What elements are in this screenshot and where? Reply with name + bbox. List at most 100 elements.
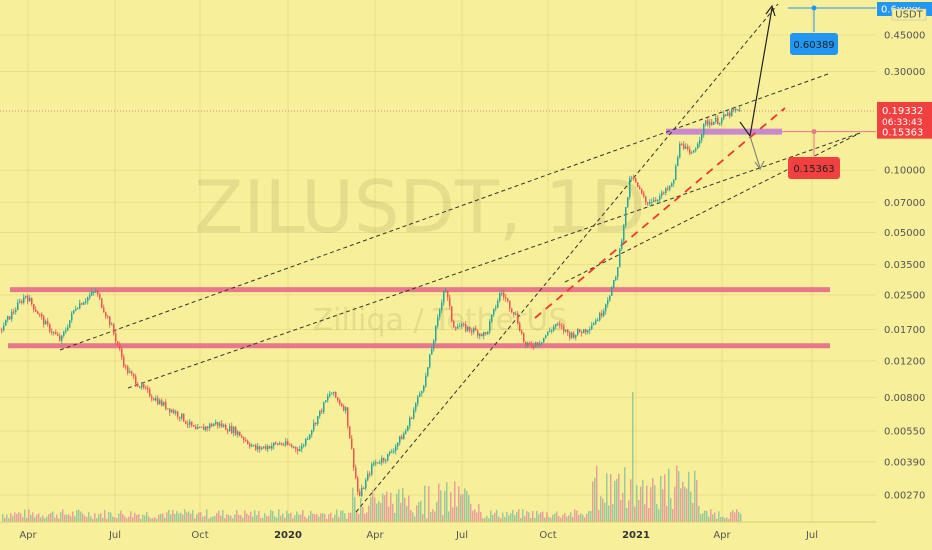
candle-body [143, 384, 145, 388]
volume-bar [384, 495, 386, 522]
y-tick-label: 0.10000 [884, 166, 925, 177]
candle-body [493, 308, 495, 315]
x-tick-label: Oct [539, 530, 556, 541]
candle-body [199, 426, 201, 428]
volume-bar [694, 470, 696, 522]
candle-body [187, 423, 189, 425]
candle-body [65, 330, 67, 333]
candle-body [263, 446, 265, 448]
price-axis-panel [876, 0, 932, 550]
candle-body [79, 303, 81, 309]
candle-body [235, 427, 237, 435]
candle-body [729, 112, 731, 116]
volume-bar [248, 515, 250, 522]
candle-body [437, 317, 439, 327]
y-tick-label: 0.00390 [884, 457, 925, 468]
volume-bar [36, 514, 38, 522]
candle-body [375, 462, 377, 464]
volume-bar [236, 509, 238, 522]
candle-body [221, 423, 223, 427]
volume-bar [338, 517, 340, 522]
candle-body [313, 422, 315, 431]
volume-bar [180, 512, 182, 522]
volume-bar [596, 465, 598, 522]
candle-body [519, 323, 521, 332]
volume-bar [512, 509, 514, 522]
candle-body [291, 445, 293, 447]
volume-bar [166, 512, 168, 522]
volume-bar [720, 517, 722, 522]
volume-bar [616, 479, 618, 522]
candle-body [659, 196, 661, 201]
volume-bar [238, 514, 240, 522]
candle-body [403, 433, 405, 440]
volume-bar [602, 498, 604, 522]
volume-bar [472, 510, 474, 522]
candle-body [183, 413, 185, 422]
candle-body [457, 326, 459, 329]
candle-body [11, 311, 13, 320]
volume-bar [498, 516, 500, 522]
candle-body [527, 342, 529, 346]
candle-body [633, 177, 635, 179]
candle-body [41, 314, 43, 317]
price-badges: 0.603890.153630.6xxxxUSDT0.1933206:33:43… [788, 2, 932, 179]
time-axis[interactable]: Apr Jul Oct 2020 Apr Jul Oct 2021 Apr Jul [0, 521, 876, 541]
volume-bar [372, 489, 374, 522]
volume-bar [176, 511, 178, 522]
volume-bar [362, 506, 364, 522]
candle-body [615, 277, 617, 280]
support-price-value: 0.15363 [882, 128, 923, 139]
volume-bar [534, 517, 536, 522]
candle-body [427, 367, 429, 376]
volume-bar [112, 516, 114, 522]
volume-bar [732, 510, 734, 522]
candle-body [91, 292, 93, 296]
candle-body [391, 451, 393, 453]
candle-body [449, 297, 451, 307]
candle-body [33, 303, 35, 310]
volume-bar [392, 503, 394, 522]
volume-bar [408, 495, 410, 522]
y-tick-label: 0.01200 [884, 356, 925, 367]
candle-body [137, 384, 139, 387]
candle-body [99, 294, 101, 299]
volume-bar [662, 489, 664, 522]
volume-bar [326, 518, 328, 522]
volume-bar [656, 503, 658, 522]
horizontal-zones [0, 110, 876, 349]
volume-bar [92, 518, 94, 522]
volume-bar [536, 510, 538, 522]
volume-bar [438, 483, 440, 522]
candle-body [585, 329, 587, 333]
volume-bar [150, 518, 152, 522]
volume-bar [6, 514, 8, 522]
volume-bar [244, 510, 246, 522]
candle-body [53, 332, 55, 334]
volume-bar [666, 505, 668, 522]
volume-bar [284, 517, 286, 522]
candle-body [649, 202, 651, 204]
candle-body [169, 408, 171, 413]
candle-body [93, 291, 95, 293]
price-axis[interactable]: 0.45000 0.30000 0.10000 0.07000 0.05000 0.035… [876, 0, 932, 550]
volume-bar [116, 518, 118, 522]
candle-body [293, 446, 295, 448]
volume-bar [456, 506, 458, 522]
candle-body [495, 307, 497, 309]
volume-bar [592, 481, 594, 522]
candle-body [223, 424, 225, 427]
candle-body [715, 117, 717, 122]
volume-bar [328, 514, 330, 522]
candle-body [305, 438, 307, 445]
volume-bar [638, 500, 640, 522]
volume-bar [522, 509, 524, 522]
volume-bar [468, 494, 470, 522]
volume-bar [494, 512, 496, 522]
volume-bar [394, 513, 396, 522]
volume-bar [214, 515, 216, 522]
volume-bar [368, 505, 370, 522]
candle-body [31, 297, 33, 304]
